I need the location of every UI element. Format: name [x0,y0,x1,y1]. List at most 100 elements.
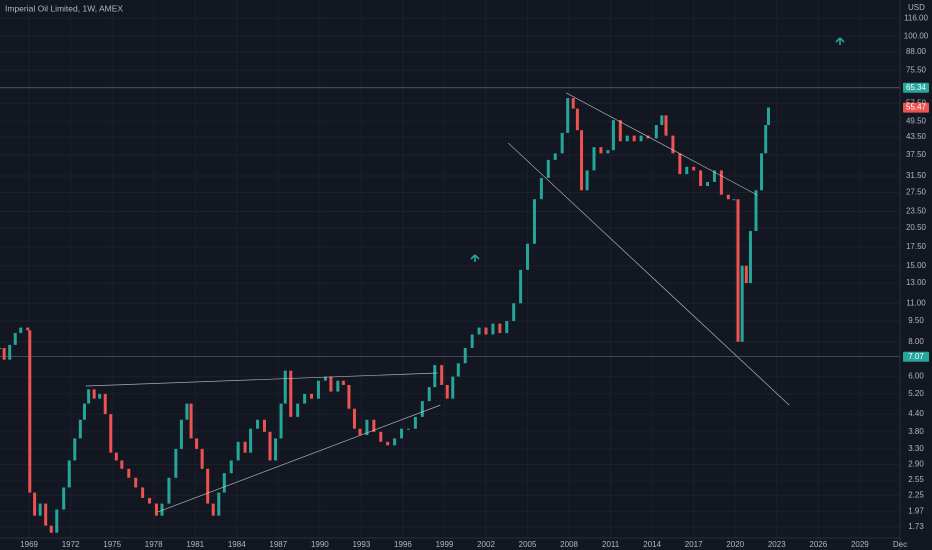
x-tick-label: 2014 [643,540,661,549]
y-tick-label: 23.50 [906,207,927,216]
candle [505,321,509,334]
candle [67,460,71,488]
candle [329,376,333,392]
candle [553,153,557,160]
candle [206,468,210,504]
candle [654,125,658,139]
currency-label: USD [908,3,925,12]
candle [571,98,575,109]
y-tick-label: 11.00 [906,298,926,307]
x-tick-label: 1993 [352,540,370,549]
candle [625,135,629,142]
y-tick-label: 9.50 [908,316,924,325]
y-tick-label: 37.50 [906,150,927,159]
y-tick-label: 1.73 [908,522,924,531]
candle [341,380,345,385]
candle [2,348,6,360]
price-tag-label: 65.34 [906,83,927,92]
candle [167,477,171,504]
x-tick-label: 1969 [20,540,38,549]
candle [28,330,32,493]
y-tick-label: 15.00 [906,261,927,270]
candle [393,438,397,446]
y-tick-label: 1.97 [908,506,924,515]
candle [92,389,96,399]
candle [179,419,183,449]
x-tick-label: 2029 [851,540,869,549]
x-tick-label: 1987 [269,540,287,549]
candle [189,403,193,439]
candle [289,370,293,417]
x-tick-label: 1972 [62,540,80,549]
candle [0,348,2,350]
candle [491,323,495,335]
candle [456,363,460,377]
y-tick-label: 17.50 [906,242,927,251]
candle [463,348,467,364]
candle [451,376,455,399]
candle [296,403,300,417]
candle [699,170,703,187]
candle [13,333,17,345]
candle [134,477,138,488]
candle [19,327,23,334]
candle [243,441,247,453]
x-tick-label: 2011 [602,540,620,549]
candle [692,166,696,171]
y-tick-label: 5.20 [908,389,924,398]
candle [427,387,431,402]
candle [78,419,82,439]
candle [766,107,770,126]
candle [26,327,30,331]
candle [109,414,113,453]
arrow-icon [470,254,480,262]
arrow-icon [835,37,845,45]
candle [141,487,145,498]
candle [736,199,740,342]
candle [744,265,748,284]
candle [229,460,233,474]
candle [174,448,178,478]
candle [671,135,675,154]
candle [660,115,664,126]
candle [585,170,589,191]
candle [236,441,240,461]
candle [748,230,752,284]
candle [8,344,12,360]
candle [539,177,543,200]
y-tick-label: 6.00 [908,372,924,381]
candle [114,452,118,461]
y-tick-label: 27.50 [906,188,927,197]
candle [484,327,488,335]
candle [195,438,199,449]
x-tick-label: 2005 [519,540,537,549]
y-tick-label: 4.40 [908,409,924,418]
candle [336,380,340,392]
candle [211,503,215,516]
candle [760,153,764,191]
candle [310,393,314,399]
x-tick-label: 1990 [311,540,329,549]
y-tick-label: 2.25 [908,490,924,499]
plot-area [0,87,900,533]
trendline [507,142,790,406]
y-tick-label: 2.55 [908,475,924,484]
candle [706,181,710,187]
trendline [85,372,438,387]
candle [120,460,124,469]
candle [127,468,131,478]
candle [222,473,226,493]
x-tick-label: 1999 [436,540,454,549]
axes: 116.00100.0088.0075.5057.5049.5043.5037.… [20,13,929,549]
candle [160,503,164,516]
candle [712,170,716,182]
candle [87,389,91,404]
y-tick-label: 3.30 [908,444,924,453]
candle [274,438,278,461]
candle [618,120,622,142]
candle [732,199,736,201]
candle [413,416,417,429]
candle [400,428,404,439]
